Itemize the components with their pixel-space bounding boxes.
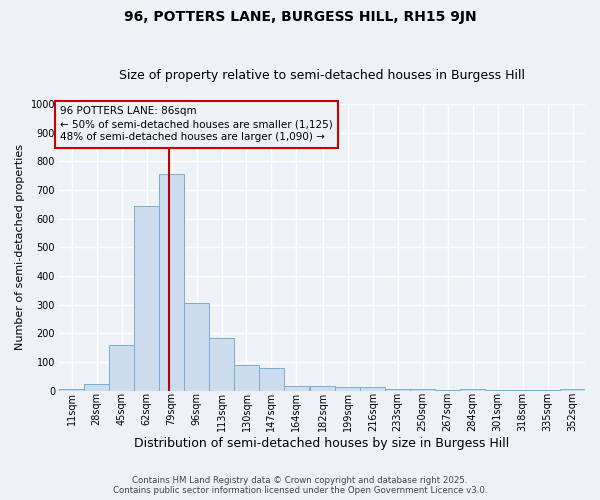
Bar — [335, 387, 360, 390]
Bar — [84, 384, 109, 390]
Bar — [460, 389, 485, 390]
Bar — [109, 345, 134, 391]
Title: Size of property relative to semi-detached houses in Burgess Hill: Size of property relative to semi-detach… — [119, 69, 525, 82]
Y-axis label: Number of semi-detached properties: Number of semi-detached properties — [15, 144, 25, 350]
Bar — [410, 389, 435, 390]
Text: Contains HM Land Registry data © Crown copyright and database right 2025.
Contai: Contains HM Land Registry data © Crown c… — [113, 476, 487, 495]
Bar — [134, 206, 159, 390]
Bar — [385, 389, 410, 390]
Bar — [234, 365, 259, 390]
Text: 96, POTTERS LANE, BURGESS HILL, RH15 9JN: 96, POTTERS LANE, BURGESS HILL, RH15 9JN — [124, 10, 476, 24]
Bar — [259, 368, 284, 390]
Bar — [209, 338, 234, 390]
Bar — [310, 386, 335, 390]
Bar — [560, 389, 585, 390]
Bar — [360, 387, 385, 390]
Bar — [59, 389, 84, 390]
Bar — [184, 303, 209, 390]
X-axis label: Distribution of semi-detached houses by size in Burgess Hill: Distribution of semi-detached houses by … — [134, 437, 510, 450]
Bar — [159, 174, 184, 390]
Text: 96 POTTERS LANE: 86sqm
← 50% of semi-detached houses are smaller (1,125)
48% of : 96 POTTERS LANE: 86sqm ← 50% of semi-det… — [60, 106, 333, 142]
Bar — [284, 386, 309, 390]
